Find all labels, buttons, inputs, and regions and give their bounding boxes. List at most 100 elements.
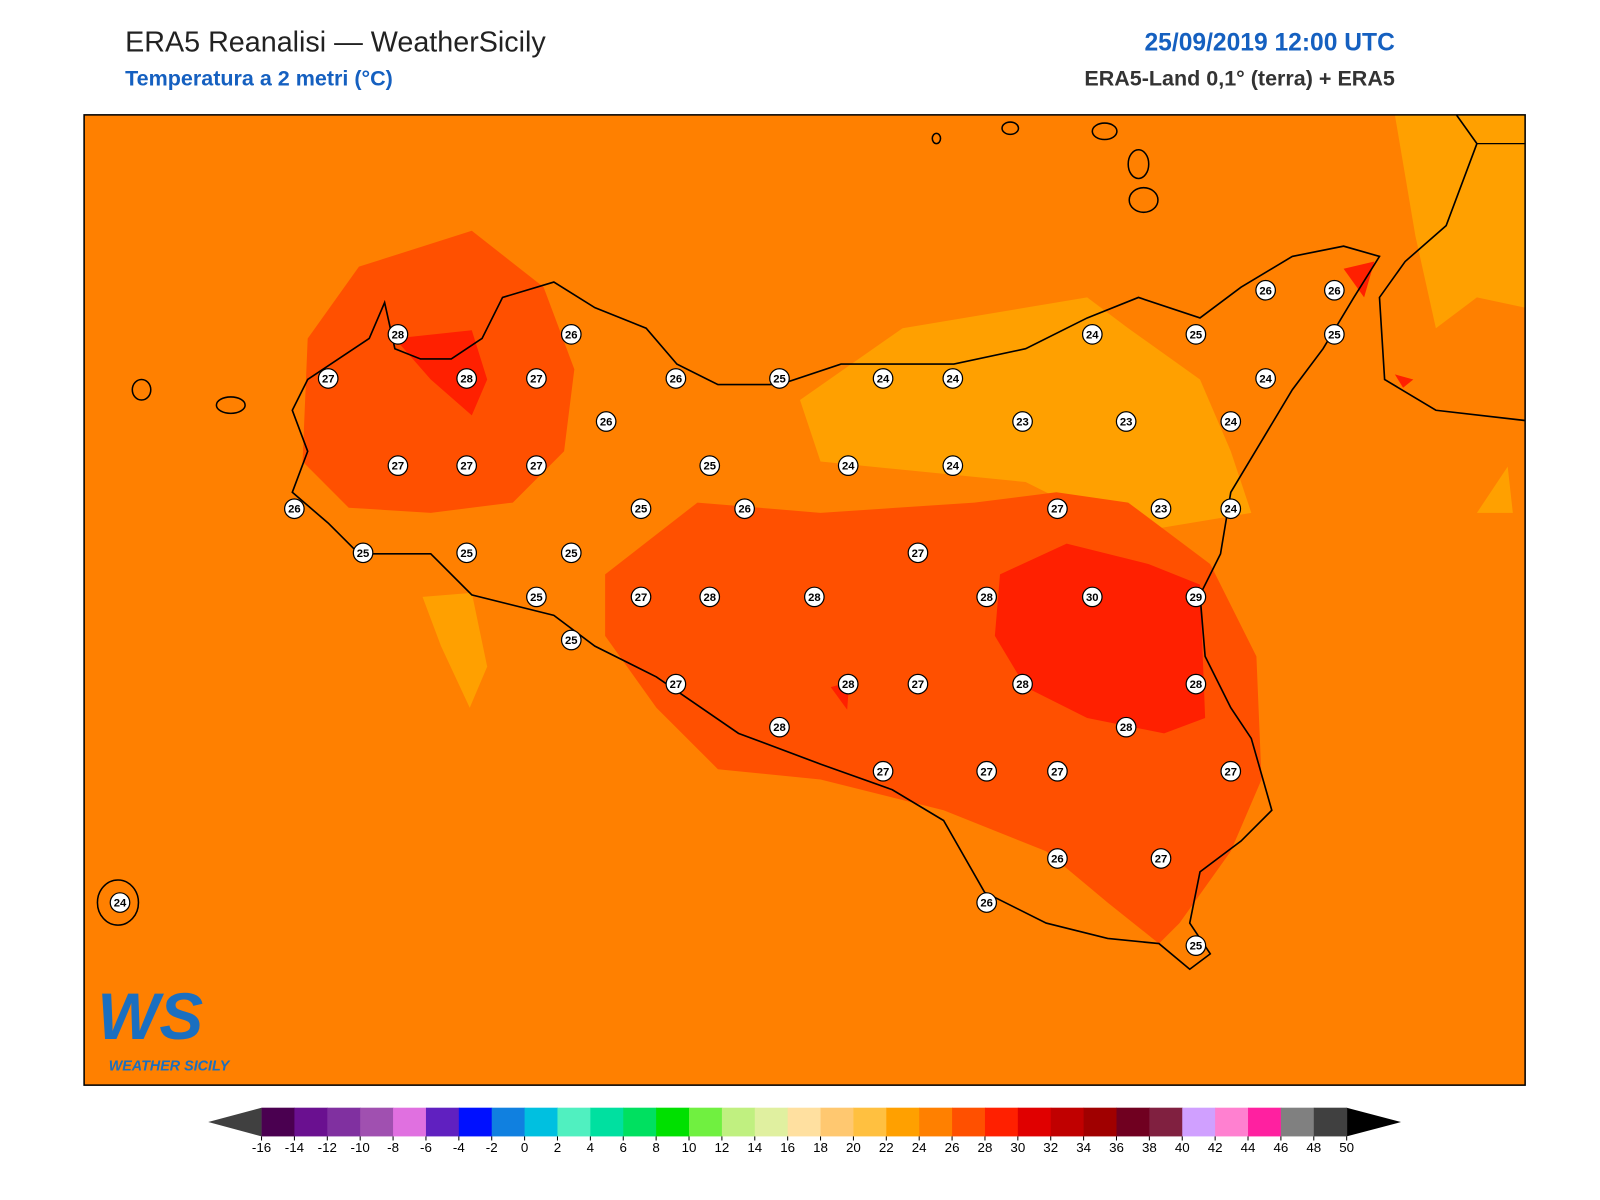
station-marker <box>1185 323 1207 345</box>
station-value: 23 <box>1016 417 1029 429</box>
colorbar-tick-label: 6 <box>620 1140 627 1155</box>
station-marker <box>1220 411 1242 432</box>
colorbar-tick-label: 0 <box>521 1140 528 1155</box>
logo-text: WEATHER SICILY <box>109 1058 231 1074</box>
colorbar-tick-label: 46 <box>1273 1140 1288 1155</box>
colorbar-tick-label: 12 <box>714 1140 729 1155</box>
station-value: 25 <box>703 461 716 473</box>
station-value: 27 <box>980 766 993 778</box>
colorbar-swatch <box>590 1107 624 1137</box>
station-value: 25 <box>1190 941 1203 953</box>
station-value: 24 <box>1259 373 1272 385</box>
station-marker <box>699 455 721 476</box>
station-value: 27 <box>670 679 683 691</box>
subtitle: Temperatura a 2 metri (°C) <box>125 67 393 91</box>
colorbar-tick-label: 32 <box>1043 1140 1058 1155</box>
colorbar-swatch <box>919 1107 953 1137</box>
colorbar: -16 -14 -12 -10 -8 -6 -4 -2 0 2 4 6 8 10 12 14 16 18 20 22 2… <box>208 1107 1402 1155</box>
station-marker <box>942 455 964 476</box>
station-marker <box>560 323 582 345</box>
station-marker <box>803 586 825 608</box>
colorbar-tick-label: -12 <box>318 1140 337 1155</box>
colorbar-swatch <box>261 1107 295 1137</box>
station-value: 27 <box>530 373 543 385</box>
colorbar-tick-label: 26 <box>945 1140 960 1155</box>
station-marker <box>1115 716 1137 738</box>
station-value: 25 <box>530 592 543 604</box>
colorbar-swatch <box>820 1107 854 1137</box>
station-marker <box>1150 848 1172 869</box>
colorbar-tick-label: 48 <box>1306 1140 1321 1155</box>
station-marker <box>1220 498 1242 520</box>
colorbar-swatch <box>984 1107 1019 1137</box>
colorbar-swatch <box>721 1107 756 1137</box>
colorbar-swatch <box>656 1107 690 1137</box>
station-marker <box>1185 673 1207 695</box>
colorbar-swatch <box>754 1107 789 1137</box>
station-value: 26 <box>738 504 751 516</box>
station-marker <box>976 586 998 608</box>
station-value: 24 <box>114 898 127 910</box>
colorbar-swatch <box>1083 1107 1118 1137</box>
station-marker <box>526 586 547 608</box>
station-value: 29 <box>1190 592 1203 604</box>
colorbar-swatch <box>1050 1107 1085 1137</box>
station-value: 26 <box>600 417 613 429</box>
colorbar-swatch <box>1017 1107 1052 1137</box>
station-marker <box>387 455 409 476</box>
station-marker <box>1185 935 1207 956</box>
island <box>215 396 246 415</box>
island <box>1091 122 1118 141</box>
station-marker <box>1220 760 1242 782</box>
station-marker <box>1081 586 1103 608</box>
station-marker <box>665 673 687 695</box>
station-value: 27 <box>460 461 473 473</box>
station-value: 24 <box>1225 504 1238 516</box>
station-value: 25 <box>357 548 370 560</box>
station-value: 27 <box>1225 766 1238 778</box>
stations: 28 26 27 28 27 26 25 24 24 24 25 26 26 25 24 26 23 23 24 27… <box>109 279 1345 956</box>
station-marker <box>1047 848 1068 869</box>
station-value: 26 <box>1259 285 1272 297</box>
station-value: 24 <box>947 461 960 473</box>
station-marker <box>1185 586 1207 608</box>
station-value: 28 <box>1016 679 1029 691</box>
colorbar-tick-label: 16 <box>780 1140 795 1155</box>
station-marker <box>109 892 131 913</box>
station-value: 27 <box>912 679 925 691</box>
colorbar-swatch <box>360 1107 394 1137</box>
logo-mark: WS <box>97 980 203 1053</box>
station-marker <box>456 368 478 389</box>
colorbar-tick-label: 50 <box>1339 1140 1354 1155</box>
colorbar-swatch <box>491 1107 526 1137</box>
station-value: 28 <box>808 592 821 604</box>
colorbar-swatch <box>327 1107 361 1137</box>
colorbar-tick-label: -6 <box>420 1140 432 1155</box>
station-marker <box>630 498 652 520</box>
colorbar-under <box>208 1107 262 1137</box>
station-marker <box>456 455 478 476</box>
colorbar-tick-label: 4 <box>587 1140 595 1155</box>
station-value: 27 <box>1051 766 1064 778</box>
colorbar-tick-label: 44 <box>1241 1140 1256 1155</box>
colorbar-swatch <box>1149 1107 1183 1137</box>
station-value: 23 <box>1155 504 1168 516</box>
station-marker <box>560 542 582 564</box>
station-value: 27 <box>392 461 405 473</box>
station-value: 28 <box>1190 679 1203 691</box>
field-22-24 <box>1476 466 1513 513</box>
station-marker <box>526 455 547 476</box>
station-value: 26 <box>670 373 683 385</box>
station-marker <box>317 368 339 389</box>
station-marker <box>595 411 617 432</box>
station-value: 27 <box>877 766 890 778</box>
island <box>1127 148 1150 180</box>
field-28-30 <box>394 330 488 416</box>
colorbar-swatch <box>952 1107 986 1137</box>
colorbar-tick-label: 18 <box>813 1140 828 1155</box>
station-marker <box>1255 279 1276 301</box>
station-marker <box>837 455 859 476</box>
colorbar-tick-label: 42 <box>1208 1140 1223 1155</box>
station-marker <box>560 629 582 651</box>
